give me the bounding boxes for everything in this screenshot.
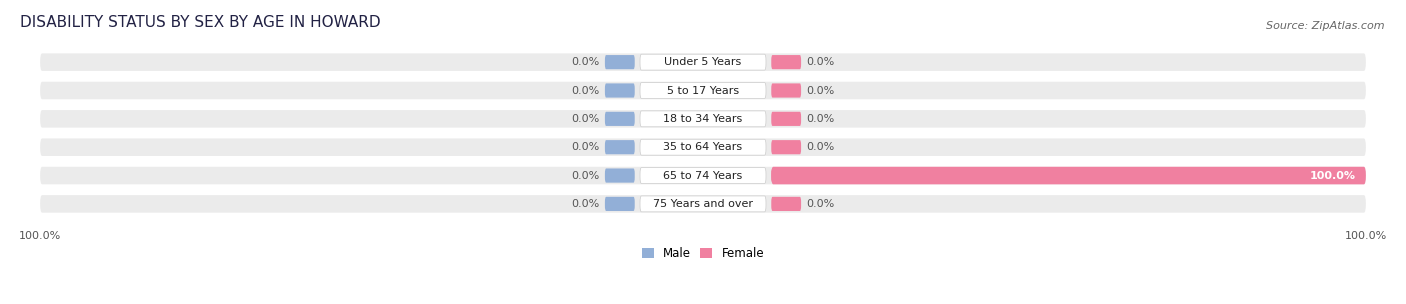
FancyBboxPatch shape bbox=[41, 195, 1365, 213]
FancyBboxPatch shape bbox=[640, 83, 766, 98]
Text: 0.0%: 0.0% bbox=[571, 114, 599, 124]
Text: Source: ZipAtlas.com: Source: ZipAtlas.com bbox=[1267, 21, 1385, 31]
Text: 65 to 74 Years: 65 to 74 Years bbox=[664, 171, 742, 181]
FancyBboxPatch shape bbox=[640, 111, 766, 127]
FancyBboxPatch shape bbox=[41, 54, 1365, 71]
Text: 0.0%: 0.0% bbox=[807, 199, 835, 209]
Text: DISABILITY STATUS BY SEX BY AGE IN HOWARD: DISABILITY STATUS BY SEX BY AGE IN HOWAR… bbox=[20, 15, 381, 30]
FancyBboxPatch shape bbox=[772, 140, 801, 154]
FancyBboxPatch shape bbox=[772, 167, 1365, 184]
Text: 0.0%: 0.0% bbox=[571, 199, 599, 209]
Text: 0.0%: 0.0% bbox=[571, 142, 599, 152]
Text: 0.0%: 0.0% bbox=[807, 114, 835, 124]
FancyBboxPatch shape bbox=[640, 139, 766, 155]
Text: 35 to 64 Years: 35 to 64 Years bbox=[664, 142, 742, 152]
FancyBboxPatch shape bbox=[640, 54, 766, 70]
FancyBboxPatch shape bbox=[772, 55, 801, 69]
Text: 75 Years and over: 75 Years and over bbox=[652, 199, 754, 209]
FancyBboxPatch shape bbox=[772, 112, 801, 126]
FancyBboxPatch shape bbox=[772, 197, 801, 211]
FancyBboxPatch shape bbox=[41, 138, 1365, 156]
FancyBboxPatch shape bbox=[640, 168, 766, 184]
FancyBboxPatch shape bbox=[41, 167, 1365, 184]
Text: Under 5 Years: Under 5 Years bbox=[665, 57, 741, 67]
FancyBboxPatch shape bbox=[772, 83, 801, 98]
Text: 100.0%: 100.0% bbox=[1310, 171, 1355, 181]
FancyBboxPatch shape bbox=[605, 83, 634, 98]
Text: 0.0%: 0.0% bbox=[807, 142, 835, 152]
Text: 0.0%: 0.0% bbox=[807, 57, 835, 67]
FancyBboxPatch shape bbox=[605, 197, 634, 211]
Text: 0.0%: 0.0% bbox=[571, 57, 599, 67]
Text: 18 to 34 Years: 18 to 34 Years bbox=[664, 114, 742, 124]
Text: 0.0%: 0.0% bbox=[807, 85, 835, 95]
FancyBboxPatch shape bbox=[605, 55, 634, 69]
FancyBboxPatch shape bbox=[605, 140, 634, 154]
Text: 0.0%: 0.0% bbox=[571, 171, 599, 181]
FancyBboxPatch shape bbox=[605, 168, 634, 183]
FancyBboxPatch shape bbox=[605, 112, 634, 126]
Text: 0.0%: 0.0% bbox=[571, 85, 599, 95]
Legend: Male, Female: Male, Female bbox=[641, 247, 765, 260]
FancyBboxPatch shape bbox=[640, 196, 766, 212]
FancyBboxPatch shape bbox=[41, 82, 1365, 99]
FancyBboxPatch shape bbox=[772, 168, 801, 183]
Text: 5 to 17 Years: 5 to 17 Years bbox=[666, 85, 740, 95]
FancyBboxPatch shape bbox=[41, 110, 1365, 128]
